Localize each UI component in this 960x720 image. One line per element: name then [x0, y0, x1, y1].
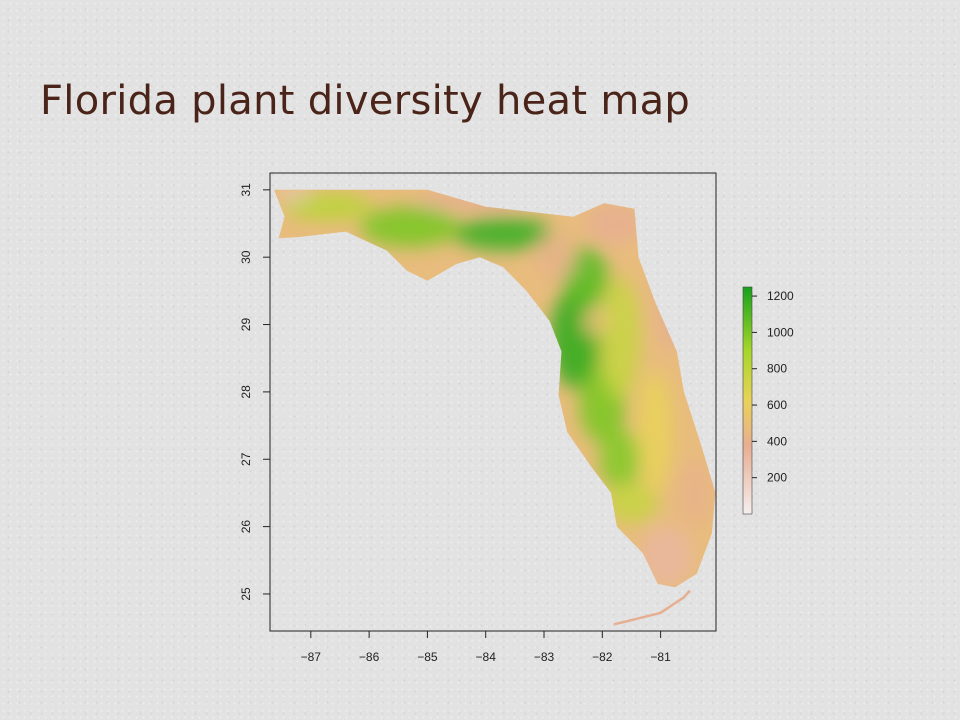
diversity-zone [360, 206, 460, 248]
y-tick-label: 29 [239, 318, 253, 332]
legend-tick-label: 400 [767, 434, 787, 448]
y-tick-label: 25 [239, 587, 253, 601]
diversity-zone [284, 193, 373, 221]
diversity-zone [605, 482, 658, 524]
diversity-zone [584, 203, 644, 244]
diversity-zone [415, 189, 533, 211]
diversity-zone [275, 189, 311, 200]
y-tick-label: 26 [239, 520, 253, 534]
x-tick-label: −83 [534, 650, 555, 664]
y-tick-label: 27 [239, 452, 253, 466]
diversity-zone [640, 526, 693, 588]
diversity-zone [678, 459, 714, 527]
legend-tick-label: 1000 [767, 325, 794, 339]
legend-tick-label: 800 [767, 362, 787, 376]
x-tick-label: −81 [650, 650, 671, 664]
legend-tick-label: 200 [767, 471, 787, 485]
slide-title: Florida plant diversity heat map [40, 78, 691, 124]
x-tick-label: −85 [417, 650, 438, 664]
color-legend: 200 400 600 800 1000 1200 [742, 286, 794, 515]
diversity-zone [637, 371, 673, 493]
map-layer [274, 189, 716, 626]
y-tick-label: 28 [239, 385, 253, 399]
diversity-zone [535, 233, 577, 281]
axes-layer: −87 −86 −85 −84 −83 −82 −81 25 26 27 28 29 30 31 [239, 172, 717, 664]
plot-frame [269, 172, 717, 632]
legend-tick-label: 1200 [767, 289, 794, 303]
diversity-zone [654, 230, 690, 352]
diversity-zone [599, 428, 641, 490]
florida-keys [613, 589, 691, 626]
x-tick-label: −87 [301, 650, 322, 664]
x-tick-label: −86 [359, 650, 380, 664]
legend-tick-label: 600 [767, 398, 787, 412]
x-tick-label: −82 [592, 650, 613, 664]
diversity-zone [453, 216, 553, 251]
y-tick-label: 30 [239, 250, 253, 264]
diversity-zone [599, 277, 641, 399]
diversity-zone [583, 306, 610, 336]
y-tick-label: 31 [239, 183, 253, 197]
x-tick-label: −84 [476, 650, 497, 664]
legend-colorbar [742, 286, 753, 515]
